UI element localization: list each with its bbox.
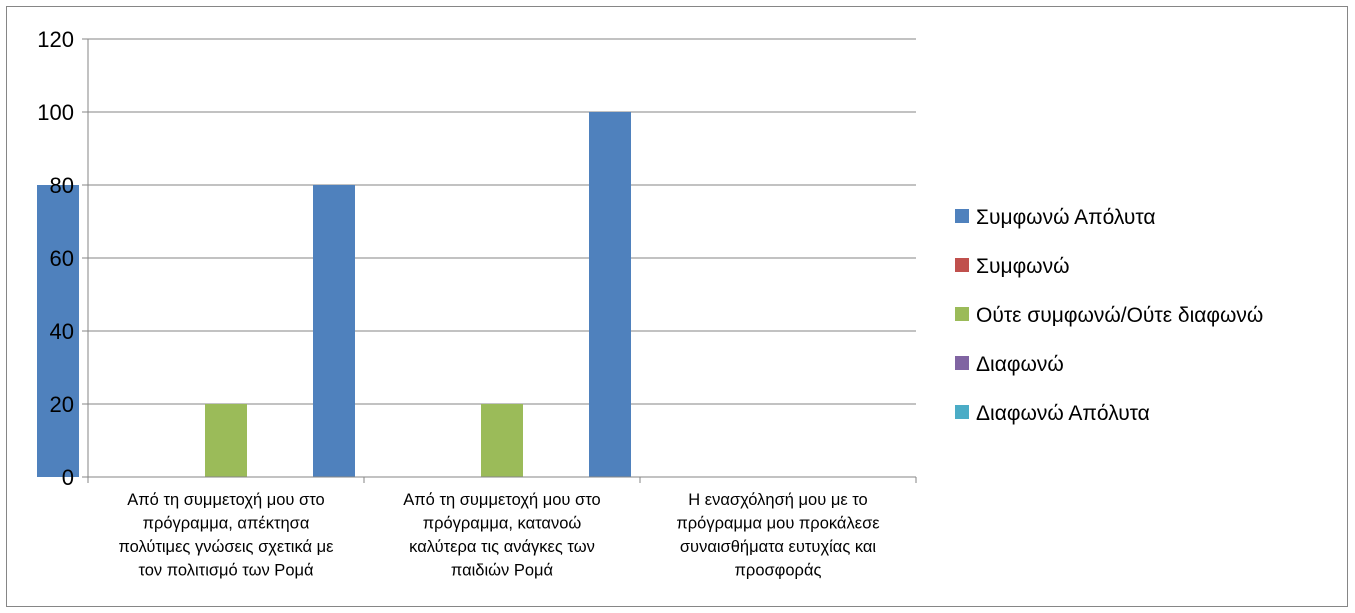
y-tick-label: 40: [50, 319, 74, 344]
legend-swatch: [955, 209, 969, 223]
legend-label: Διαφωνώ Απόλυτα: [976, 402, 1150, 425]
y-tick-label: 80: [50, 173, 74, 198]
chart-frame: 0 20 40 60 80 100 120 Από τη συμμετοχή μου στο π…: [6, 6, 1348, 607]
x-category-label: πολύτιμες γνώσεις σχετικά με: [118, 538, 334, 556]
legend-label: Συμφωνώ: [976, 255, 1069, 278]
legend-label: Διαφωνώ: [976, 353, 1064, 376]
bar-chart: 0 20 40 60 80 100 120 Από τη συμμετοχή μου στο π…: [37, 27, 1263, 580]
x-category-label: παιδιών Ρομά: [451, 562, 554, 580]
axis-labels: 0 20 40 60 80 100 120 Από τη συμμετοχή μου στο π…: [37, 27, 880, 580]
x-category-label: τον πολιτισμό των Ρομά: [138, 562, 314, 580]
x-category-label: Η ενασχόλησή μου με το: [688, 491, 867, 509]
x-category-label: Από τη συμμετοχή μου στο: [403, 491, 600, 509]
x-category-label: συναισθήματα ευτυχίας και: [680, 538, 877, 556]
axes: [82, 38, 917, 483]
legend-swatch: [955, 405, 969, 419]
x-category-label: προσφοράς: [735, 562, 822, 580]
bar: [481, 404, 523, 477]
legend-swatch: [955, 258, 969, 272]
legend-label: Ούτε συμφωνώ/Ούτε διαφωνώ: [976, 304, 1263, 327]
bars: [37, 112, 631, 477]
bar: [205, 404, 247, 477]
legend-swatch: [955, 356, 969, 370]
y-tick-label: 60: [50, 246, 74, 271]
x-category-label: πρόγραμμα μου προκάλεσε: [676, 515, 880, 533]
x-category-label: Από τη συμμετοχή μου στο: [127, 491, 324, 509]
y-tick-label: 0: [62, 465, 74, 490]
x-category-label: πρόγραμμα, κατανοώ: [423, 515, 582, 533]
x-category-label: πρόγραμμα, απέκτησα: [143, 515, 310, 533]
legend: Συμφωνώ Απόλυτα Συμφωνώ Ούτε συμφωνώ/Ούτε …: [955, 206, 1263, 425]
gridlines: [88, 38, 916, 405]
bar: [589, 112, 631, 477]
y-tick-label: 120: [37, 27, 74, 52]
legend-label: Συμφωνώ Απόλυτα: [976, 206, 1156, 229]
y-tick-label: 20: [50, 392, 74, 417]
x-category-label: καλύτερα τις ανάγκες των: [409, 538, 595, 556]
bar: [37, 185, 79, 477]
bar: [313, 185, 355, 477]
y-tick-label: 100: [37, 100, 74, 125]
legend-swatch: [955, 307, 969, 321]
